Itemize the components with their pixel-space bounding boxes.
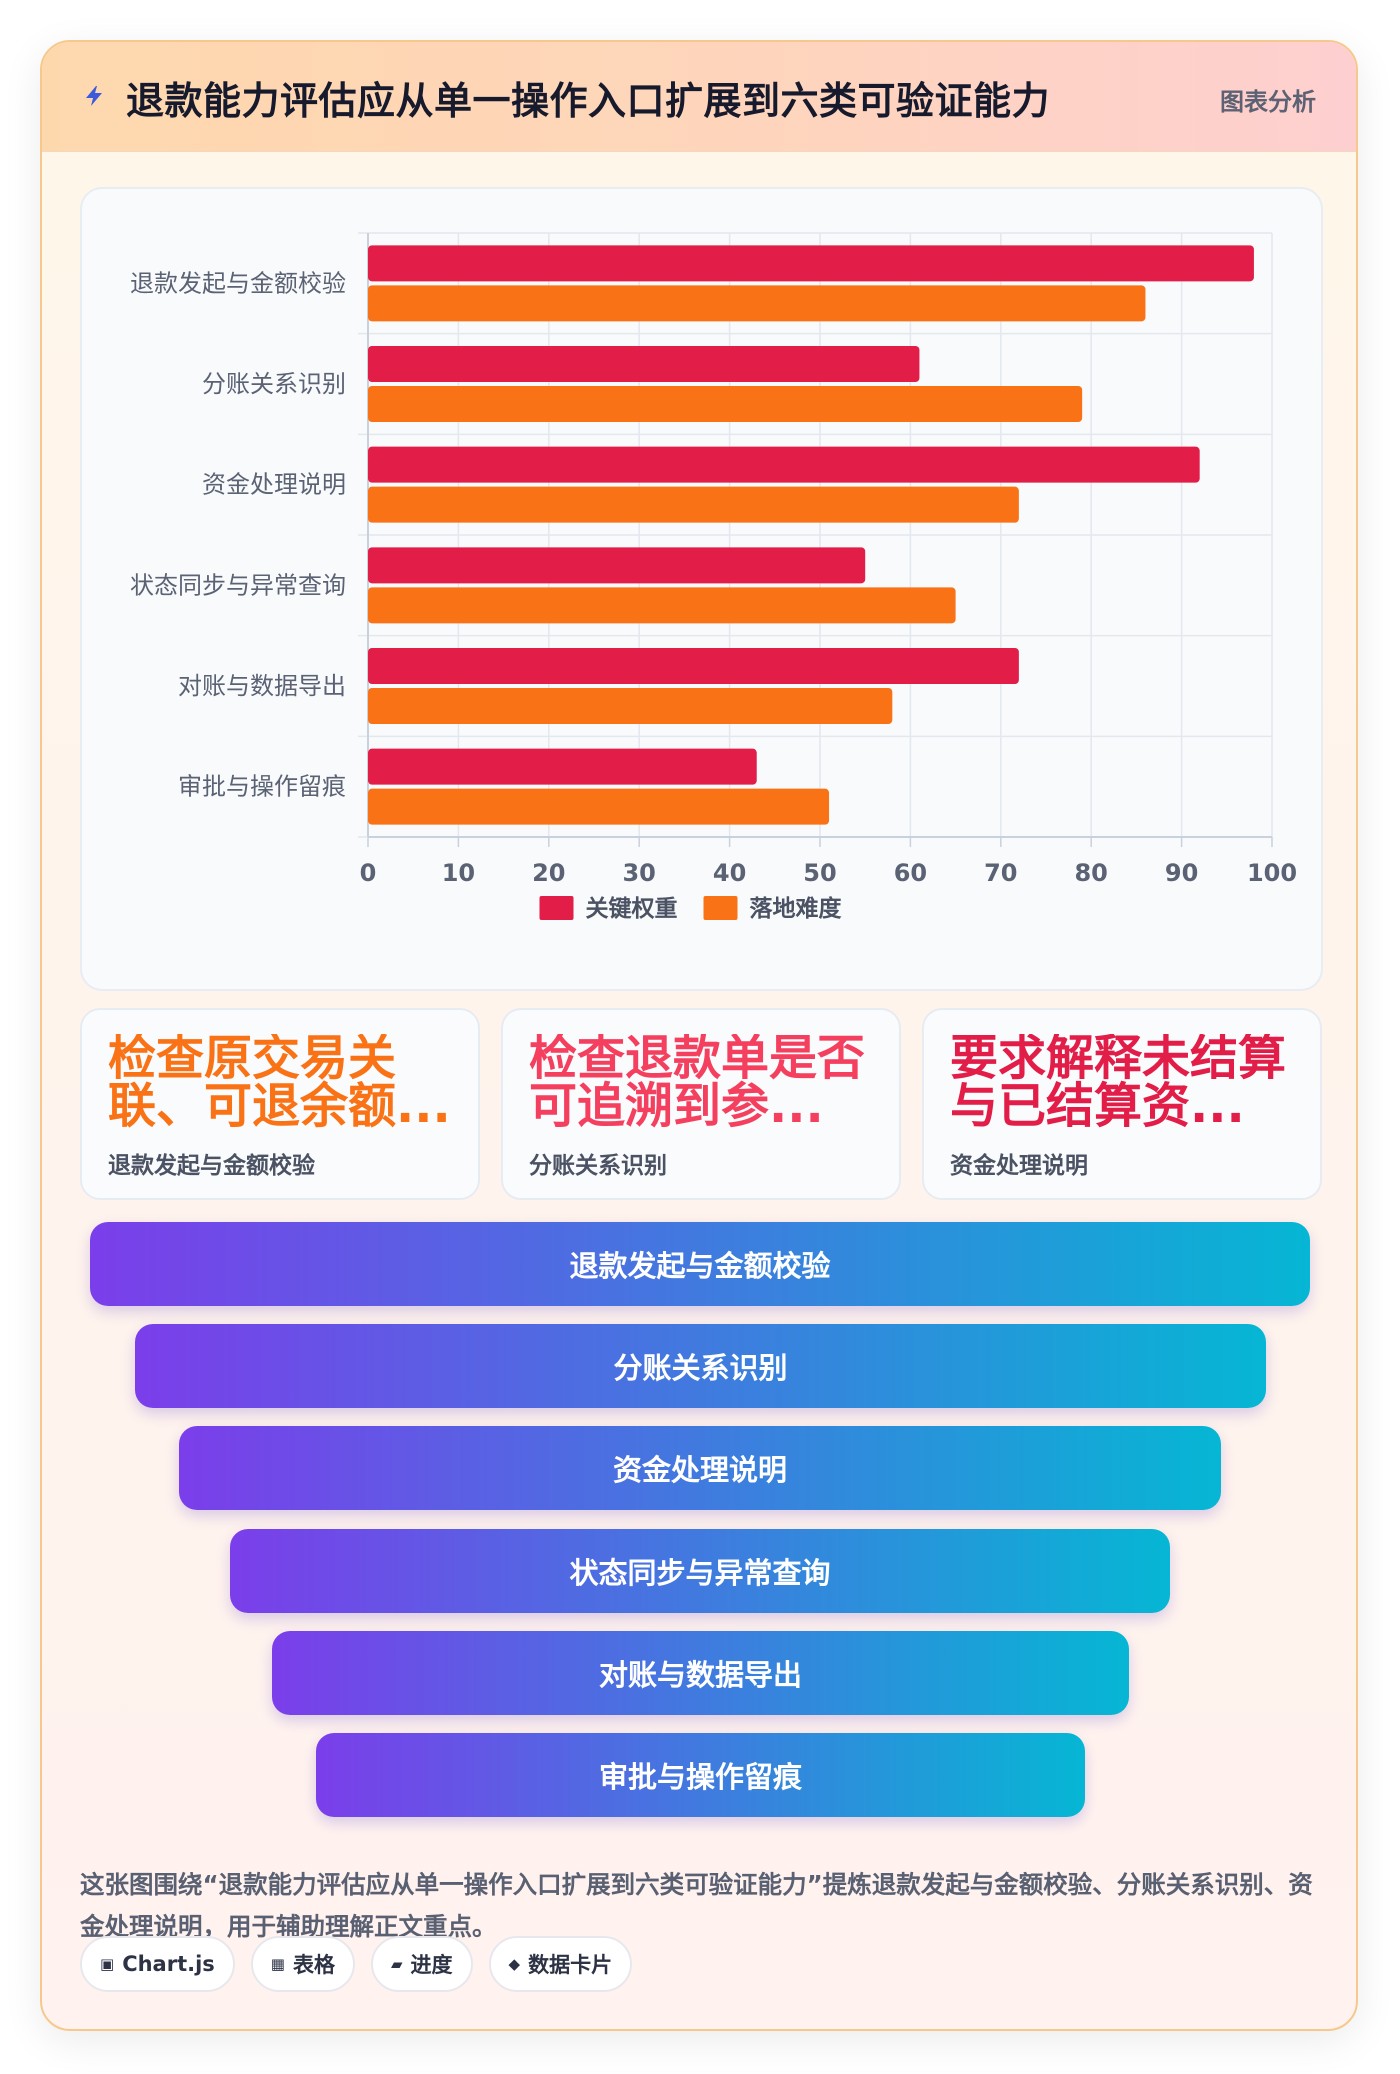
- lightning-icon: [86, 86, 102, 106]
- funnel-label: 分账关系识别: [613, 1351, 788, 1385]
- x-tick-label: 20: [532, 859, 565, 887]
- bar-difficulty: [368, 587, 956, 624]
- table-icon: ▦: [270, 1955, 285, 1973]
- chip-label: 数据卡片: [528, 1953, 613, 1977]
- page-title: 退款能力评估应从单一操作入口扩展到六类可验证能力: [126, 79, 1051, 123]
- header-tag: 图表分析: [1220, 88, 1316, 116]
- legend-label: 落地难度: [750, 895, 843, 922]
- funnel-label: 资金处理说明: [612, 1453, 787, 1487]
- y-tick-label: 审批与操作留痕: [178, 773, 346, 801]
- funnel-label: 对账与数据导出: [598, 1658, 802, 1692]
- funnel-bar-1: 退款发起与金额校验: [90, 1222, 1310, 1306]
- progress-icon: ▰: [390, 1955, 403, 1973]
- x-tick-label: 10: [442, 859, 475, 887]
- funnel-bar-2: 分账关系识别: [135, 1324, 1266, 1408]
- bar-weight: [368, 446, 1200, 483]
- y-tick-label: 分账关系识别: [202, 370, 346, 398]
- x-tick-label: 50: [803, 859, 836, 887]
- legend-swatch: [539, 896, 574, 920]
- x-tick-label: 90: [1165, 859, 1198, 887]
- x-tick-label: 0: [360, 859, 377, 887]
- bar-difficulty: [368, 788, 830, 825]
- x-tick-label: 30: [622, 859, 655, 887]
- chip-label: 表格: [292, 1953, 335, 1977]
- kpi-card-2: 检查退款单是否可追溯到参... 分账关系识别: [501, 1008, 901, 1200]
- y-tick-label: 资金处理说明: [202, 471, 346, 499]
- chart-icon: ▣: [100, 1955, 115, 1973]
- bar-weight: [368, 648, 1019, 684]
- bar-chart: 0 10 20 30 40 50 60 70 80 90 100 退款发起与金额校验分账关系识别资金处…: [130, 232, 1297, 922]
- chip-chartjs[interactable]: ▣ Chart.js: [80, 1936, 235, 1992]
- kpi-card-1: 检查原交易关联、可退余额... 退款发起与金额校验: [80, 1008, 480, 1200]
- funnel-bar-4: 状态同步与异常查询: [230, 1529, 1170, 1613]
- bar-weight: [368, 346, 920, 382]
- funnel-bar-6: 审批与操作留痕: [316, 1733, 1085, 1817]
- y-tick-label: 退款发起与金额校验: [130, 269, 346, 297]
- bar-weight: [368, 547, 866, 584]
- chip-progress[interactable]: ▰ 进度: [370, 1936, 473, 1992]
- x-tick-label: 80: [1074, 859, 1107, 887]
- y-tick-label: 对账与数据导出: [178, 672, 346, 700]
- kpi-value: 要求解释未结算与已结算资...: [950, 1034, 1287, 1130]
- bar-difficulty: [368, 486, 1019, 523]
- x-tick-label: 60: [894, 859, 927, 887]
- chip-label: 进度: [410, 1953, 453, 1977]
- funnel-bar-3: 资金处理说明: [179, 1426, 1221, 1510]
- chip-label: Chart.js: [122, 1952, 215, 1976]
- chip-data-card[interactable]: ◆ 数据卡片: [488, 1936, 633, 1992]
- kpi-card-3: 要求解释未结算与已结算资... 资金处理说明: [922, 1008, 1322, 1200]
- x-tick-label: 100: [1247, 859, 1297, 887]
- funnel-label: 状态同步与异常查询: [569, 1556, 831, 1590]
- diamond-icon: ◆: [508, 1955, 521, 1973]
- legend-label: 关键权重: [586, 895, 678, 922]
- kpi-value: 检查原交易关联、可退余额...: [108, 1034, 451, 1130]
- kpi-label: 分账关系识别: [529, 1153, 667, 1179]
- bar-weight: [368, 748, 757, 785]
- chip-table[interactable]: ▦ 表格: [250, 1936, 355, 1992]
- x-tick-label: 70: [984, 859, 1017, 887]
- bar-difficulty: [368, 688, 893, 724]
- x-tick-label: 40: [713, 859, 746, 887]
- card-header: 退款能力评估应从单一操作入口扩展到六类可验证能力 图表分析: [42, 42, 1356, 152]
- bar-difficulty: [368, 285, 1146, 322]
- funnel-label: 退款发起与金额校验: [569, 1249, 831, 1283]
- kpi-value: 检查退款单是否可追溯到参...: [529, 1034, 866, 1130]
- legend-swatch: [703, 896, 738, 920]
- tag-chips: ▣ Chart.js ▦ 表格 ▰ 进度 ◆ 数据卡片: [80, 1936, 633, 1992]
- kpi-label: 退款发起与金额校验: [108, 1153, 315, 1179]
- chart-panel: 0 10 20 30 40 50 60 70 80 90 100 退款发起与金额校验分账关系识别 资金处…: [80, 187, 1323, 991]
- kpi-label: 资金处理说明: [950, 1153, 1088, 1179]
- bar-weight: [368, 245, 1254, 282]
- funnel-label: 审批与操作留痕: [598, 1760, 802, 1794]
- y-tick-label: 状态同步与异常查询: [130, 571, 346, 599]
- funnel-bar-5: 对账与数据导出: [272, 1631, 1129, 1715]
- report-card: 退款能力评估应从单一操作入口扩展到六类可验证能力 图表分析 0 10 20 30 40 5…: [40, 40, 1358, 2031]
- bar-difficulty: [368, 386, 1083, 422]
